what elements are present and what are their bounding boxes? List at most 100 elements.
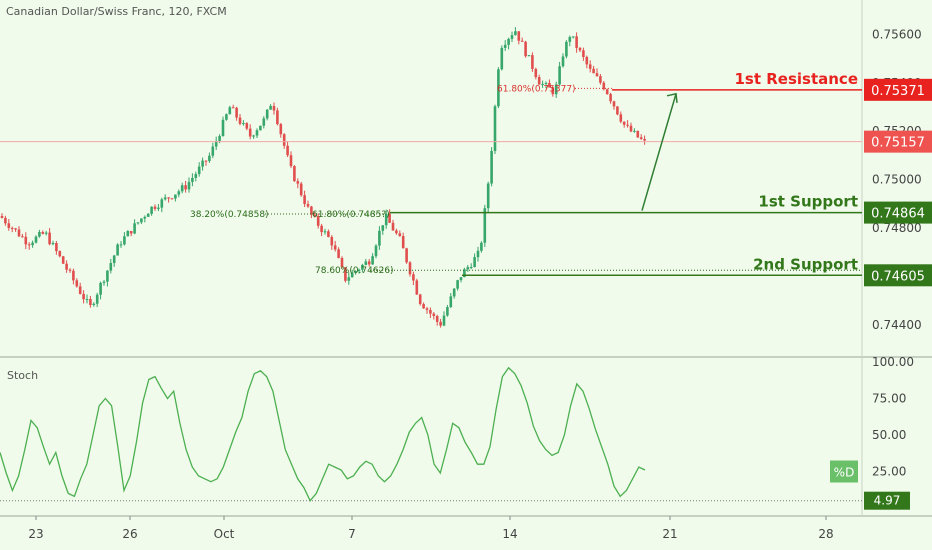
candle-body	[11, 228, 14, 229]
current-price-label: 0.75157	[871, 136, 925, 151]
candle-body	[276, 110, 279, 124]
candle-body	[582, 50, 585, 57]
candle-body	[327, 231, 330, 237]
candle-body	[93, 304, 96, 305]
stoch-tick-label: 50.00	[872, 428, 906, 442]
stoch-tick-label: 100.00	[872, 355, 914, 369]
stochastic-pane: 100.00 75.00 50.00 25.00 %D 4.97	[0, 355, 914, 510]
time-axis: 23 26 Oct 7 14 21 28	[28, 516, 833, 541]
candle-body	[59, 251, 62, 256]
chart-title: Canadian Dollar/Swiss Franc, 120, FXCM	[6, 5, 227, 18]
candle-body	[286, 146, 289, 155]
candle-body	[79, 286, 82, 293]
candle-body	[249, 129, 252, 137]
candle-body	[395, 231, 398, 234]
candle-body	[65, 264, 68, 270]
candle-body	[218, 136, 221, 141]
price-tick-label: 0.75000	[872, 173, 922, 187]
candle-body	[297, 181, 300, 183]
candle-body	[592, 69, 595, 73]
candle-body	[239, 118, 242, 124]
candle-body	[89, 299, 92, 305]
candle-body	[507, 39, 510, 45]
candle-body	[232, 107, 235, 108]
stoch-tick-label: 25.00	[872, 465, 906, 479]
candle-body	[137, 222, 140, 223]
candle-body	[120, 244, 123, 245]
candle-body	[229, 107, 232, 114]
candle-body	[48, 233, 51, 245]
candle-body	[256, 130, 259, 135]
candle-body	[446, 307, 449, 316]
candle-body	[280, 124, 283, 134]
candle-body	[586, 57, 589, 64]
stoch-series-label: %D	[834, 466, 855, 480]
candle-body	[433, 314, 436, 316]
candle-body	[290, 155, 293, 166]
level-name: 1st Support	[758, 193, 858, 211]
candle-body	[626, 125, 629, 126]
candle-body	[630, 126, 633, 132]
candle-body	[103, 282, 106, 283]
stoch-value-label: 4.97	[874, 494, 901, 508]
candle-body	[623, 122, 626, 125]
fib-label: 61.80%(0.7485?)	[312, 210, 390, 220]
candle-body	[382, 225, 385, 231]
candle-body	[35, 237, 38, 243]
candle-body	[324, 231, 327, 232]
candle-body	[606, 89, 609, 94]
level-price-label: 0.74864	[871, 207, 925, 222]
candle-body	[643, 139, 646, 141]
candle-body	[416, 280, 419, 294]
candle-body	[205, 161, 208, 162]
candle-body	[596, 73, 599, 76]
candle-body	[484, 208, 487, 243]
candle-body	[123, 236, 126, 244]
candle-body	[195, 174, 198, 178]
candle-body	[283, 134, 286, 146]
candle-body	[273, 106, 276, 110]
time-tick-label: 23	[28, 527, 43, 541]
candle-body	[480, 243, 483, 251]
candle-body	[518, 31, 521, 40]
candle-body	[569, 37, 572, 42]
candle-body	[69, 270, 72, 271]
candle-body	[640, 137, 643, 139]
stoch-label: Stoch	[7, 369, 38, 382]
candle-body	[28, 244, 31, 245]
candle-body	[307, 204, 310, 206]
candle-body	[365, 261, 368, 264]
candle-body	[133, 223, 136, 233]
candle-body	[184, 185, 187, 189]
candle-body	[456, 280, 459, 288]
candle-body	[514, 31, 517, 35]
candle-body	[633, 131, 636, 132]
candle-body	[21, 236, 24, 237]
candle-body	[52, 243, 55, 244]
candle-body	[96, 295, 99, 304]
projection-arrow	[642, 94, 676, 211]
candle-body	[161, 199, 164, 207]
candle-body	[113, 256, 116, 264]
candle-body	[178, 191, 181, 194]
candle-body	[378, 231, 381, 246]
candle-body	[246, 123, 249, 129]
level-price-label: 0.75371	[871, 84, 925, 99]
candle-body	[38, 232, 41, 237]
candle-body	[599, 76, 602, 83]
candle-body	[412, 274, 415, 280]
candle-body	[450, 296, 453, 307]
candle-body	[620, 114, 623, 121]
candle-body	[150, 207, 153, 214]
candle-body	[198, 167, 201, 174]
candle-body	[609, 94, 612, 101]
candle-body	[470, 267, 473, 268]
candle-body	[337, 249, 340, 258]
candle-body	[174, 195, 177, 199]
candle-body	[269, 106, 272, 110]
candle-body	[368, 261, 371, 264]
candle-body	[419, 295, 422, 304]
candle-body	[409, 262, 412, 274]
time-tick-label: Oct	[214, 527, 235, 541]
